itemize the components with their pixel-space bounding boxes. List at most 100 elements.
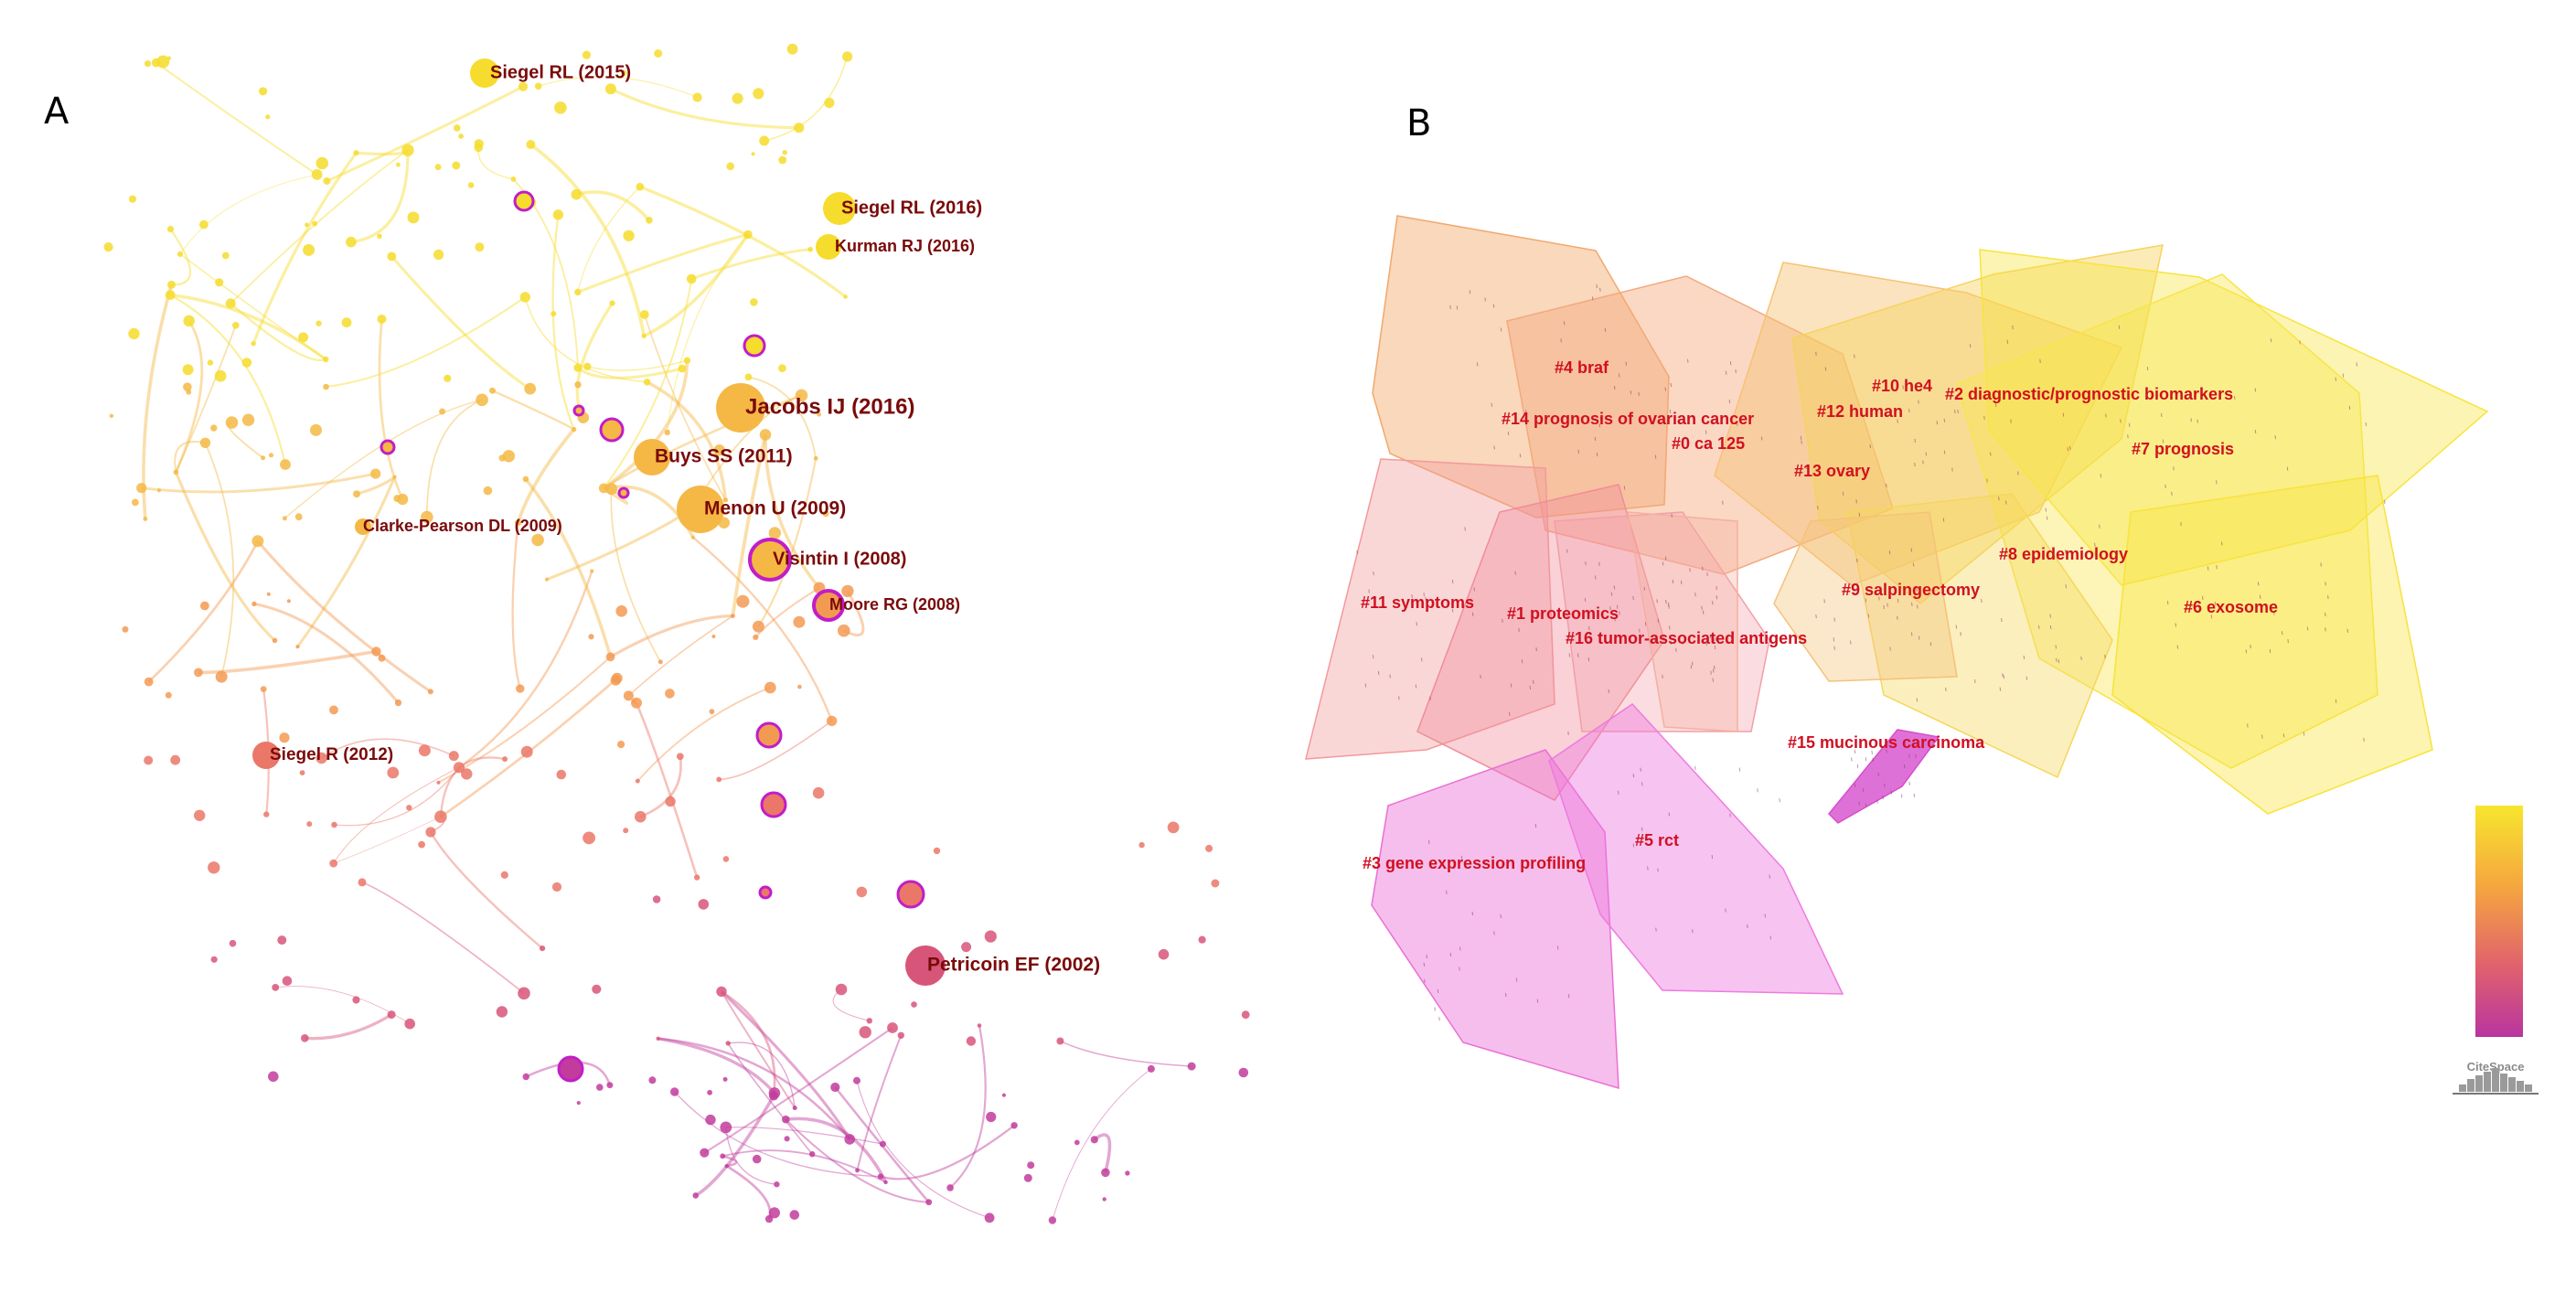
network-node	[764, 681, 776, 694]
network-node	[377, 233, 382, 239]
high-centrality-node	[513, 190, 535, 212]
network-node	[774, 1181, 780, 1188]
network-edge	[179, 174, 317, 255]
cluster-member-mark	[1577, 653, 1579, 657]
cluster-member-mark	[2325, 612, 2326, 617]
network-node	[966, 1036, 977, 1046]
cluster-member-mark	[1805, 465, 1807, 469]
network-node	[550, 311, 557, 317]
network-node	[418, 744, 431, 757]
cluster-member-mark	[2039, 358, 2041, 363]
network-node	[502, 756, 508, 763]
network-node	[259, 87, 268, 96]
network-node	[452, 161, 461, 170]
network-node	[286, 599, 291, 604]
network-node	[518, 987, 530, 1000]
network-edge	[721, 990, 796, 1109]
network-edge	[609, 614, 733, 658]
high-centrality-node	[617, 486, 630, 499]
cluster-label-c4: #4 braf	[1555, 358, 1609, 377]
cluster-member-mark	[1473, 587, 1475, 592]
cluster-member-mark	[1694, 593, 1696, 597]
high-centrality-node	[755, 721, 783, 749]
cluster-member-mark	[1911, 602, 1913, 606]
cluster-member-mark	[1942, 518, 1945, 522]
cluster-member-mark	[1411, 594, 1413, 599]
cluster-member-mark	[1664, 387, 1666, 391]
cluster-member-mark	[1908, 781, 1910, 785]
cluster-member-mark	[1999, 390, 2001, 394]
network-node	[144, 677, 154, 687]
network-edge	[748, 376, 818, 459]
cluster-member-mark	[1994, 402, 1997, 408]
network-node	[128, 327, 140, 340]
network-node	[725, 1041, 731, 1046]
network-edge	[636, 687, 771, 782]
network-node	[1125, 1170, 1130, 1176]
network-node	[716, 986, 727, 998]
network-edge	[378, 318, 404, 500]
cluster-label-c5: #5 rct	[1635, 831, 1679, 849]
logo-bar	[2517, 1081, 2524, 1092]
network-node	[401, 144, 414, 156]
cluster-hull	[1548, 703, 1844, 995]
cluster-member-mark	[1669, 625, 1671, 630]
network-edge	[492, 390, 575, 431]
cluster-member-mark	[2045, 507, 2047, 512]
network-edge	[429, 831, 543, 950]
cluster-member-mark	[1865, 803, 1867, 807]
cluster-member-mark	[2214, 601, 2217, 605]
network-node	[331, 821, 337, 828]
cluster-label-c16: #16 tumor-associated antigens	[1566, 629, 1807, 647]
network-node	[986, 1111, 997, 1123]
network-node	[458, 134, 464, 139]
cluster-member-mark	[1484, 860, 1486, 865]
network-edge	[587, 359, 688, 371]
network-node	[151, 58, 161, 68]
cluster-member-mark	[2001, 617, 2003, 623]
network-node	[208, 861, 220, 874]
network-node	[272, 984, 280, 991]
network-node	[225, 416, 239, 429]
network-node	[502, 450, 516, 463]
network-node	[467, 182, 475, 188]
network-node	[200, 601, 209, 611]
network-node	[241, 413, 255, 426]
cluster-member-mark	[2100, 474, 2102, 478]
network-node	[176, 251, 184, 257]
network-node	[768, 527, 781, 539]
network-edge	[169, 293, 327, 361]
network-edge	[575, 302, 614, 419]
high-centrality-node	[557, 1055, 584, 1083]
network-node	[1205, 844, 1213, 852]
network-node	[186, 389, 192, 395]
network-node	[809, 1151, 816, 1158]
cluster-member-mark	[2261, 734, 2263, 739]
cluster-member-mark	[2254, 388, 2257, 392]
network-node	[323, 383, 329, 390]
time-color-legend	[2475, 806, 2523, 1037]
logo-bar	[2500, 1074, 2507, 1092]
cluster-hull	[1371, 749, 1619, 1090]
network-node	[378, 654, 386, 662]
network-node	[830, 1082, 840, 1093]
network-node	[531, 533, 544, 547]
cluster-member-mark	[1954, 409, 1956, 414]
network-node	[282, 976, 293, 986]
cluster-member-mark	[1434, 1007, 1436, 1011]
cluster-member-mark	[2164, 484, 2166, 488]
cluster-label-c14: #14 prognosis of ovarian cancer	[1502, 410, 1754, 428]
cluster-member-mark	[2006, 339, 2009, 344]
network-node	[210, 956, 218, 963]
network-node	[769, 1091, 778, 1101]
cluster-member-mark	[1824, 367, 1827, 371]
cluster-member-mark	[2049, 625, 2052, 630]
cluster-member-mark	[1423, 593, 1425, 597]
network-node	[214, 369, 227, 382]
network-edge	[639, 185, 847, 298]
network-node	[299, 770, 305, 775]
cluster-member-mark	[1716, 585, 1717, 590]
cluster-member-mark	[1638, 391, 1640, 396]
cluster-member-mark	[1815, 614, 1817, 619]
cluster-label-c0: #0 ca 125	[1672, 434, 1745, 453]
